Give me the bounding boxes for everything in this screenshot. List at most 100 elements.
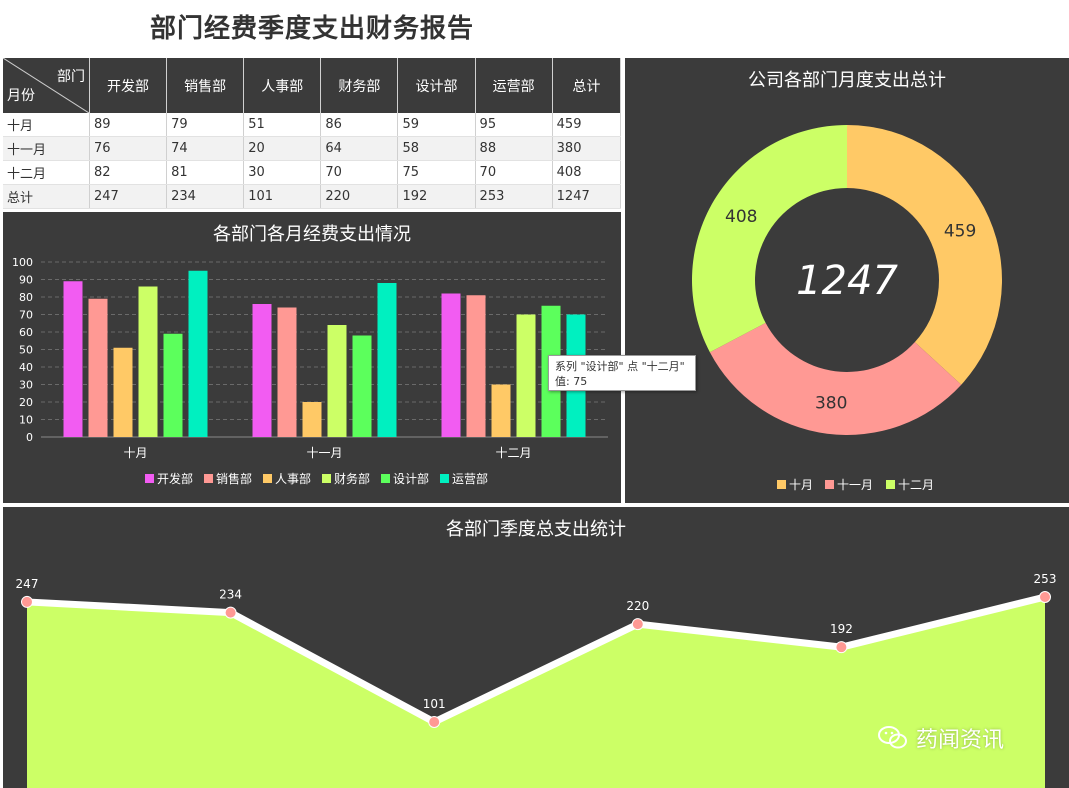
table-cell[interactable]: 459 — [552, 113, 621, 137]
col-header-dev[interactable]: 开发部 — [89, 58, 168, 113]
donut-chart-panel: 公司各部门月度支出总计 459 380 408 1247 十月 十一月 十二月 — [625, 58, 1069, 503]
legend-label: 财务部 — [334, 471, 370, 486]
area-chart: 247 234 101 220 192 253 — [16, 572, 1056, 788]
bar — [377, 283, 397, 437]
y-tick-label: 30 — [19, 379, 33, 392]
table-cell[interactable]: 70 — [475, 160, 553, 185]
bar — [441, 293, 461, 437]
donut-center-total: 1247 — [796, 258, 898, 304]
donut-chart: 459 380 408 1247 十月 十一月 十二月 — [692, 125, 1002, 492]
col-header-design[interactable]: 设计部 — [397, 58, 476, 113]
data-label: 234 — [219, 588, 242, 602]
legend-swatch — [204, 474, 213, 483]
area-chart-panel: 各部门季度总支出统计 247 234 101 220 192 253 — [3, 507, 1069, 788]
watermark: 药闻资讯 — [878, 722, 1004, 754]
table-cell[interactable]: 88 — [475, 136, 553, 161]
legend-swatch — [145, 474, 154, 483]
legend-swatch — [777, 480, 786, 489]
col-header-hr[interactable]: 人事部 — [243, 58, 322, 113]
y-tick-label: 100 — [12, 256, 33, 269]
report-title: 部门经费季度支出财务报告 — [150, 14, 475, 44]
table-cell[interactable]: 20 — [243, 136, 322, 161]
corner-dept-label: 部门 — [57, 69, 85, 85]
bar — [516, 314, 536, 437]
row-label[interactable]: 总计 — [3, 184, 90, 209]
y-tick-label: 80 — [19, 291, 33, 304]
table-row: 十一月 76 74 20 64 58 88 380 — [3, 136, 621, 161]
table-cell[interactable]: 82 — [89, 160, 168, 185]
table-cell[interactable]: 86 — [320, 113, 399, 137]
y-tick-label: 10 — [19, 414, 33, 427]
table-cell[interactable]: 30 — [243, 160, 322, 185]
table-cell[interactable]: 408 — [552, 160, 621, 185]
col-header-total[interactable]: 总计 — [552, 58, 621, 113]
data-label: 101 — [423, 697, 446, 711]
legend-swatch — [825, 480, 834, 489]
legend-label: 设计部 — [393, 471, 429, 486]
table-cell[interactable]: 1247 — [552, 184, 621, 209]
bar — [138, 286, 158, 437]
table-cell[interactable]: 220 — [320, 184, 399, 209]
series-line — [26, 593, 1046, 726]
table-cell[interactable]: 253 — [475, 184, 553, 209]
table-cell[interactable]: 79 — [166, 113, 245, 137]
bar — [352, 335, 372, 437]
area-fill — [27, 597, 1045, 788]
tooltip-value-line: 值: 75 — [555, 375, 588, 388]
slice-value-label: 408 — [725, 207, 757, 227]
table-cell[interactable]: 70 — [320, 160, 399, 185]
col-header-ops[interactable]: 运营部 — [475, 58, 553, 113]
data-point — [1039, 591, 1051, 603]
table-cell[interactable]: 64 — [320, 136, 399, 161]
table-cell[interactable]: 51 — [243, 113, 322, 137]
bar — [88, 298, 108, 437]
table-cell[interactable]: 59 — [397, 113, 476, 137]
bar — [252, 304, 272, 437]
table-cell[interactable]: 192 — [397, 184, 476, 209]
tooltip-series-line: 系列 "设计部" 点 "十二月" — [555, 360, 685, 373]
bar — [113, 347, 133, 437]
data-label: 247 — [16, 577, 39, 591]
table-corner-header: 部门 月份 — [3, 58, 90, 113]
table-cell[interactable]: 89 — [89, 113, 168, 137]
legend-swatch — [440, 474, 449, 483]
y-tick-label: 70 — [19, 309, 33, 322]
table-cell[interactable]: 81 — [166, 160, 245, 185]
table-cell[interactable]: 234 — [166, 184, 245, 209]
bar — [163, 333, 183, 437]
donut-slice — [847, 125, 1002, 385]
row-label[interactable]: 十一月 — [3, 136, 90, 161]
table-cell[interactable]: 76 — [89, 136, 168, 161]
table-cell[interactable]: 380 — [552, 136, 621, 161]
bar — [491, 384, 511, 437]
bar — [188, 270, 208, 437]
x-tick-label: 十一月 — [306, 446, 342, 460]
y-tick-label: 50 — [19, 344, 33, 357]
bar-chart-title: 各部门各月经费支出情况 — [213, 224, 411, 245]
bar — [327, 325, 347, 437]
table-cell[interactable]: 75 — [397, 160, 476, 185]
bar-chart-panel: 各部门各月经费支出情况 0 10 20 30 40 50 60 70 80 90 100 十月 十一月 十… — [3, 212, 621, 503]
y-tick-label: 20 — [19, 396, 33, 409]
data-point — [631, 618, 644, 631]
row-label[interactable]: 十月 — [3, 113, 90, 137]
y-tick-label: 0 — [26, 431, 33, 444]
data-label: 220 — [626, 599, 649, 613]
bar — [302, 402, 322, 437]
table-cell[interactable]: 101 — [243, 184, 322, 209]
table-cell[interactable]: 247 — [89, 184, 168, 209]
row-label[interactable]: 十二月 — [3, 160, 90, 185]
table-cell[interactable]: 95 — [475, 113, 553, 137]
legend-swatch — [263, 474, 272, 483]
table-row: 总计 247 234 101 220 192 253 1247 — [3, 184, 621, 209]
table-row: 十二月 82 81 30 70 75 70 408 — [3, 160, 621, 185]
col-header-finance[interactable]: 财务部 — [320, 58, 399, 113]
donut-chart-title: 公司各部门月度支出总计 — [748, 70, 946, 91]
table-cell[interactable]: 74 — [166, 136, 245, 161]
table-cell[interactable]: 58 — [397, 136, 476, 161]
table-row: 十月 89 79 51 86 59 95 459 — [3, 113, 621, 137]
chart-tooltip: 系列 "设计部" 点 "十二月" 值: 75 — [548, 355, 696, 391]
legend-label: 销售部 — [216, 471, 252, 486]
col-header-sales[interactable]: 销售部 — [166, 58, 245, 113]
